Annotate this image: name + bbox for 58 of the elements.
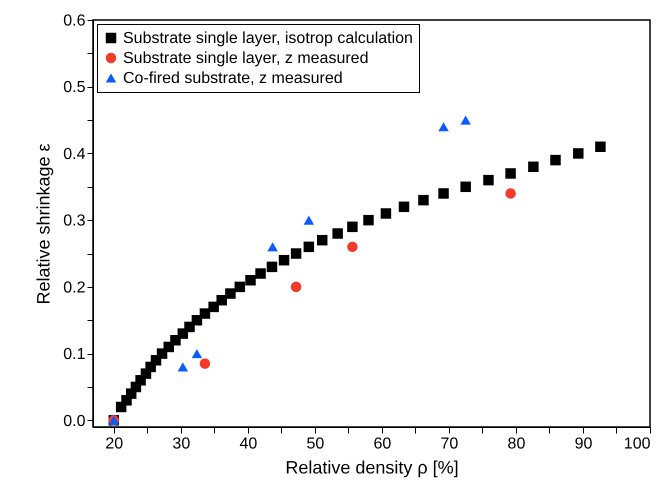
point <box>332 228 343 239</box>
point <box>290 282 302 292</box>
x-tick-label: 30 <box>172 436 190 452</box>
legend-label: Substrate single layer, isotrop calculation <box>123 30 413 47</box>
x-tick-label: 100 <box>624 436 651 452</box>
point <box>573 148 584 159</box>
y-tick-label: 0.2 <box>63 279 86 296</box>
point <box>290 248 302 259</box>
point <box>347 242 358 252</box>
point <box>595 142 606 152</box>
point <box>192 315 202 326</box>
point <box>528 162 539 172</box>
point <box>380 208 392 219</box>
point <box>255 268 266 279</box>
point <box>267 242 278 252</box>
y-tick-label: 0.1 <box>63 346 86 364</box>
point <box>398 202 410 212</box>
x-tick-label: 50 <box>306 436 324 452</box>
point <box>438 122 449 132</box>
y-axis-title: Relative shrinkage ε <box>33 143 54 305</box>
point <box>278 254 290 266</box>
point <box>460 182 471 192</box>
point <box>208 302 219 312</box>
legend-label: Substrate single layer, z measured <box>123 50 368 67</box>
point <box>363 214 374 226</box>
point <box>192 349 202 358</box>
point <box>266 262 278 272</box>
x-tick-label: 90 <box>574 436 592 452</box>
legend-label: Co-fired substrate, z measured <box>123 70 343 87</box>
point <box>200 308 210 319</box>
y-tick-label: 0.3 <box>63 212 86 230</box>
point <box>200 358 210 369</box>
y-tick-label: 0.5 <box>63 79 86 96</box>
point <box>245 274 256 286</box>
point <box>304 216 314 225</box>
x-tick-label: 80 <box>508 436 526 452</box>
y-tick-label: 0.6 <box>63 12 86 30</box>
x-tick-label: 60 <box>373 436 392 452</box>
y-tick-label: 0.0 <box>63 412 86 430</box>
point <box>316 234 328 246</box>
point <box>550 154 561 166</box>
point <box>438 188 449 199</box>
x-tick-label: 20 <box>105 436 124 452</box>
x-tick-label: 40 <box>239 436 258 452</box>
point <box>234 282 246 292</box>
point <box>304 242 314 252</box>
point <box>483 174 494 186</box>
y-tick-label: 0.4 <box>63 146 86 163</box>
x-tick-label: 70 <box>440 436 458 452</box>
point <box>505 168 516 179</box>
point <box>460 116 471 125</box>
x-axis-title: Relative density ρ [%] <box>285 458 459 478</box>
point <box>347 222 358 232</box>
point <box>216 294 227 306</box>
point <box>418 194 429 206</box>
point <box>178 362 188 372</box>
point <box>225 288 236 299</box>
point <box>505 188 516 199</box>
